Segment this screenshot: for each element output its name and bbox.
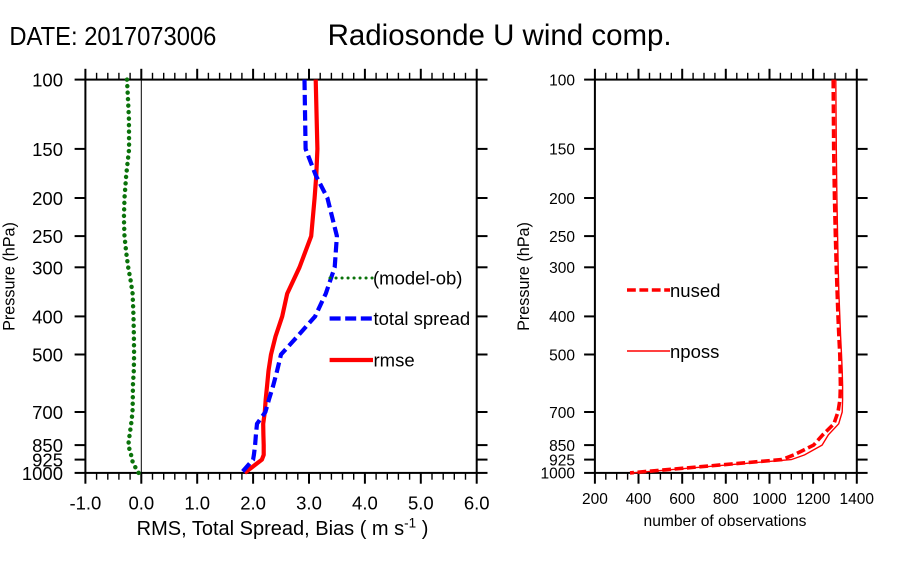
svg-text:1400: 1400 [840,491,875,508]
svg-text:number of observations: number of observations [644,513,807,530]
svg-text:Pressure (hPa): Pressure (hPa) [0,222,18,331]
svg-text:400: 400 [549,309,575,326]
svg-text:100: 100 [549,72,575,89]
svg-text:(model-ob): (model-ob) [373,268,462,289]
svg-text:rmse: rmse [374,350,415,371]
svg-text:150: 150 [549,142,575,159]
svg-text:800: 800 [713,491,739,508]
svg-text:300: 300 [549,260,575,277]
svg-text:600: 600 [669,491,695,508]
svg-text:total spread: total spread [374,308,471,329]
svg-text:5.0: 5.0 [408,493,434,514]
svg-text:1000: 1000 [752,491,787,508]
svg-text:nposs: nposs [670,341,719,362]
svg-text:100: 100 [32,70,63,91]
svg-text:925: 925 [32,450,63,471]
svg-text:500: 500 [549,347,575,364]
svg-text:700: 700 [549,405,575,422]
svg-text:850: 850 [549,438,575,455]
svg-text:925: 925 [549,452,575,469]
svg-text:400: 400 [32,306,63,327]
svg-text:nused: nused [670,280,720,301]
svg-text:200: 200 [549,191,575,208]
svg-text:250: 250 [549,229,575,246]
svg-text:500: 500 [32,345,63,366]
svg-text:4.0: 4.0 [352,493,378,514]
svg-text:250: 250 [32,226,63,247]
svg-text:1000: 1000 [541,466,576,483]
svg-text:400: 400 [626,491,652,508]
svg-text:1000: 1000 [22,463,63,484]
svg-text:200: 200 [582,491,608,508]
svg-text:Radiosonde U wind comp.: Radiosonde U wind comp. [328,19,672,52]
svg-text:-1.0: -1.0 [69,493,101,514]
svg-text:300: 300 [32,257,63,278]
svg-text:0.0: 0.0 [128,493,154,514]
svg-text:200: 200 [32,188,63,209]
svg-text:Pressure (hPa): Pressure (hPa) [515,222,533,331]
svg-text:2.0: 2.0 [240,493,266,514]
svg-text:1.0: 1.0 [184,493,210,514]
svg-text:3.0: 3.0 [296,493,322,514]
svg-text:150: 150 [32,139,63,160]
svg-text:700: 700 [32,402,63,423]
svg-text:850: 850 [32,435,63,456]
svg-text:6.0: 6.0 [464,493,490,514]
svg-text:RMS, Total Spread, Bias ( m s-: RMS, Total Spread, Bias ( m s-1 ) [137,516,429,541]
svg-text:1200: 1200 [796,491,831,508]
svg-text:DATE: 2017073006: DATE: 2017073006 [9,21,216,51]
